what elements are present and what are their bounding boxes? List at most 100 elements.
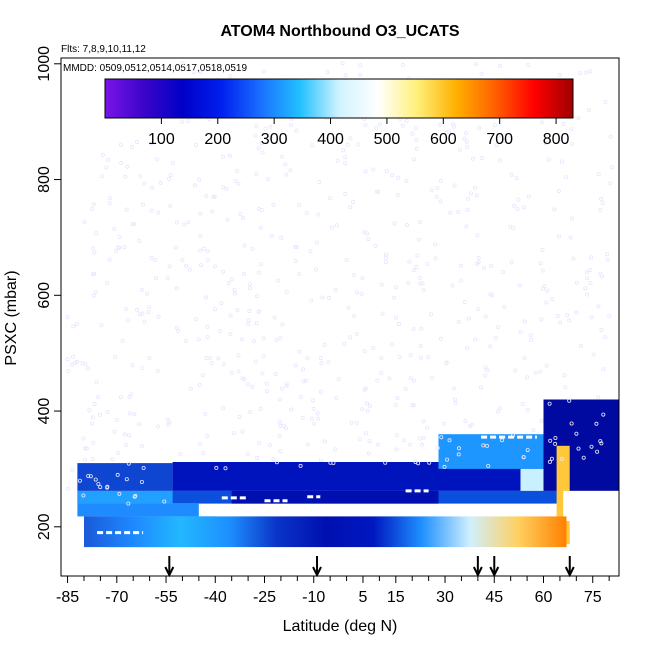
sample-point bbox=[588, 69, 593, 74]
sample-point bbox=[585, 292, 590, 297]
sample-point bbox=[284, 172, 289, 177]
sample-point bbox=[594, 421, 599, 426]
sample-point bbox=[384, 260, 389, 265]
sample-point bbox=[245, 451, 250, 456]
sample-point bbox=[434, 194, 439, 199]
sample-point bbox=[340, 61, 345, 66]
sample-point bbox=[502, 138, 507, 143]
sample-point bbox=[482, 266, 487, 271]
sample-point bbox=[559, 456, 564, 461]
sample-point bbox=[180, 61, 185, 66]
sample-point bbox=[393, 315, 398, 320]
sample-point bbox=[567, 398, 572, 403]
sample-point bbox=[278, 336, 283, 341]
sample-point bbox=[91, 246, 96, 251]
sample-point bbox=[408, 442, 413, 447]
sample-point bbox=[320, 295, 325, 300]
sample-point bbox=[557, 234, 562, 239]
sample-point bbox=[561, 122, 566, 127]
sample-point bbox=[603, 335, 608, 340]
sample-point bbox=[598, 439, 603, 444]
sample-point bbox=[352, 314, 357, 319]
sample-point bbox=[584, 70, 589, 75]
sample-point bbox=[87, 408, 92, 413]
sample-point bbox=[371, 167, 376, 172]
sample-point bbox=[162, 499, 167, 504]
x-tick-label: -85 bbox=[56, 589, 79, 606]
sample-point bbox=[412, 268, 417, 273]
sample-point bbox=[588, 267, 593, 272]
sample-point bbox=[65, 357, 70, 362]
sample-point bbox=[126, 433, 131, 438]
sample-point bbox=[149, 185, 154, 190]
sample-point bbox=[596, 304, 601, 309]
sample-point bbox=[526, 63, 531, 68]
sample-point bbox=[312, 421, 317, 426]
sample-point bbox=[433, 256, 438, 261]
sample-point bbox=[250, 246, 255, 251]
sample-point bbox=[119, 160, 124, 165]
sample-point bbox=[188, 386, 193, 391]
sample-point bbox=[363, 169, 368, 174]
sample-point bbox=[483, 314, 488, 319]
sample-point bbox=[417, 220, 422, 225]
x-tick-label: 75 bbox=[584, 589, 602, 606]
sample-point bbox=[374, 126, 379, 131]
sample-point bbox=[476, 307, 481, 312]
sample-point bbox=[220, 154, 225, 159]
sample-point bbox=[114, 248, 119, 253]
sample-point bbox=[459, 263, 464, 268]
sample-point bbox=[351, 272, 356, 277]
sample-point bbox=[383, 255, 388, 260]
sample-point bbox=[297, 349, 302, 354]
sample-point bbox=[483, 365, 488, 370]
sample-point bbox=[463, 131, 468, 136]
sample-point bbox=[184, 263, 189, 268]
sample-point bbox=[117, 245, 122, 250]
sample-point bbox=[433, 242, 438, 247]
sample-point bbox=[424, 425, 429, 430]
sample-point bbox=[411, 403, 416, 408]
x-axis: -85 -70 -55 -40 -25 -10 5 15 30 45 60 75 bbox=[56, 576, 610, 606]
sample-point bbox=[228, 74, 233, 79]
sample-point bbox=[178, 452, 183, 457]
sample-point bbox=[260, 371, 265, 376]
sample-point bbox=[264, 381, 269, 386]
sample-point bbox=[304, 210, 309, 215]
y-tick-label: 1000 bbox=[36, 46, 53, 82]
sample-point bbox=[596, 172, 601, 177]
sample-point bbox=[512, 203, 517, 208]
sample-point bbox=[334, 223, 339, 228]
sample-point bbox=[218, 328, 223, 333]
sample-point bbox=[279, 154, 284, 159]
sample-point bbox=[130, 222, 135, 227]
sample-point bbox=[585, 270, 590, 275]
sample-point bbox=[73, 360, 78, 365]
sample-point bbox=[404, 179, 409, 184]
sample-point bbox=[256, 309, 261, 314]
sample-point bbox=[473, 337, 478, 342]
sample-point bbox=[311, 406, 316, 411]
sample-point bbox=[429, 188, 434, 193]
sample-point bbox=[589, 315, 594, 320]
sample-point bbox=[300, 367, 305, 372]
sample-point bbox=[408, 376, 413, 381]
sample-point bbox=[516, 197, 521, 202]
sample-point bbox=[567, 318, 572, 323]
sample-point bbox=[458, 147, 463, 152]
sample-point bbox=[575, 280, 580, 285]
sample-point bbox=[560, 159, 565, 164]
sample-point bbox=[94, 231, 99, 236]
sample-point bbox=[583, 286, 588, 291]
sample-point bbox=[122, 245, 127, 250]
sample-point bbox=[439, 435, 444, 440]
sample-point bbox=[198, 233, 203, 238]
sample-point bbox=[367, 439, 372, 444]
sample-point bbox=[522, 319, 527, 324]
sample-point bbox=[513, 368, 518, 373]
sample-point bbox=[414, 138, 419, 143]
sample-point bbox=[203, 411, 208, 416]
sample-point bbox=[258, 261, 263, 266]
sample-point bbox=[229, 277, 234, 282]
sample-point bbox=[452, 124, 457, 129]
